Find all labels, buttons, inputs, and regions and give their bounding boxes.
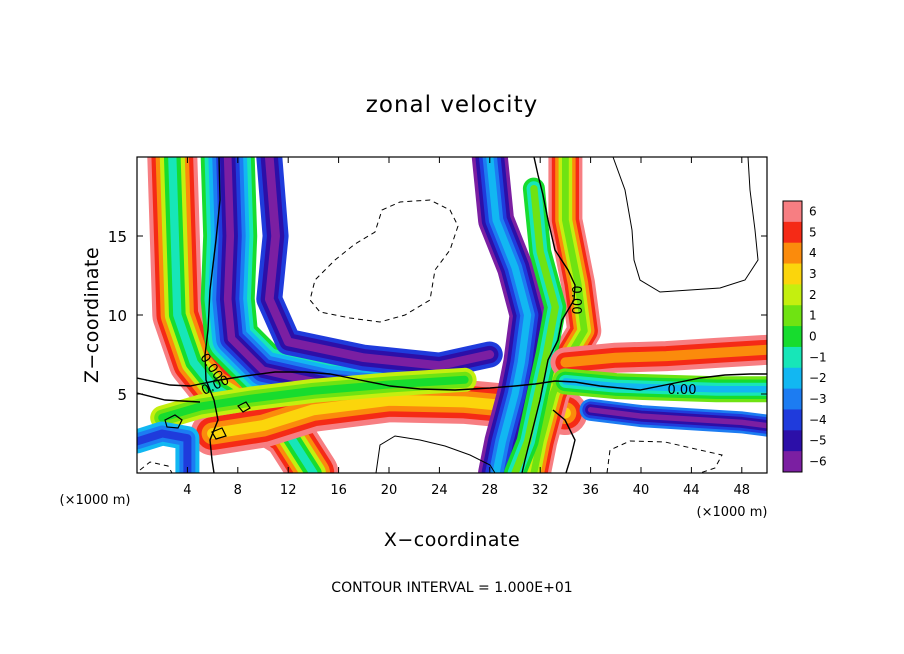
- x-axis-label: X−coordinate: [384, 529, 520, 551]
- x-tick-label: 16: [330, 483, 347, 498]
- velocity-field: [137, 157, 767, 473]
- colorbar-tick-label: −3: [809, 392, 827, 406]
- colorbar-swatch: [783, 388, 802, 410]
- colorbar-swatch: [783, 326, 802, 348]
- colorbar-tick-label: 5: [809, 225, 817, 239]
- colorbar-tick-label: −4: [809, 413, 827, 427]
- colorbar-tick-label: 3: [809, 267, 817, 281]
- zero-contour-right-column: [521, 157, 576, 473]
- colorbar-swatch: [783, 305, 802, 327]
- thin-contour-right: [612, 157, 759, 293]
- colorbar-swatch: [783, 221, 802, 244]
- right-cold-column: [486, 157, 532, 473]
- x-tick-label: 28: [482, 483, 499, 498]
- x-tick-label: 40: [633, 483, 650, 498]
- x-tick-label: 20: [381, 483, 398, 498]
- colorbar-tick-label: −5: [809, 434, 827, 448]
- x-tick-label: 32: [532, 483, 549, 498]
- y-tick-label: 5: [117, 386, 127, 404]
- x-axis-unit: (×1000 m): [60, 493, 131, 508]
- x-tick-label: 44: [683, 483, 700, 498]
- lower-left-cold: [137, 429, 192, 473]
- small-closed-contour-3: [211, 427, 227, 440]
- colorbar-swatch: [783, 201, 802, 223]
- zero-contour-loop: [552, 409, 576, 473]
- colorbar-frame: [782, 200, 803, 473]
- x-tick-label: 24: [431, 483, 448, 498]
- colorbar-swatch: [783, 242, 802, 264]
- x-tick-label: 4: [183, 483, 191, 498]
- y-axis-ticks: [137, 235, 767, 395]
- contour-interval-note: CONTOUR INTERVAL = 1.000E+01: [331, 580, 572, 596]
- contour-label: 0.00: [668, 383, 697, 398]
- colorbar-swatch: [783, 367, 802, 390]
- colorbar-swatch: [783, 451, 802, 473]
- plot-area: 0.00 0.00 0.00 0.00: [136, 156, 768, 474]
- chart-title: zonal velocity: [366, 92, 538, 118]
- colorbar-tick-label: 2: [809, 288, 817, 302]
- zero-contour-lower: [137, 371, 767, 391]
- colorbar-tick-label: 0: [809, 330, 817, 344]
- x-tick-label: 36: [582, 483, 599, 498]
- colorbar-swatch: [783, 263, 802, 285]
- x-tick-label: 8: [234, 483, 242, 498]
- contour-label: 0.00: [568, 286, 583, 315]
- colorbar-swatch: [783, 284, 802, 306]
- lower-green-band: [158, 375, 469, 422]
- right-green-band: [562, 378, 767, 393]
- colorbar-swatch: [783, 430, 802, 452]
- dashed-contour-center: [309, 199, 459, 323]
- colorbar-swatch: [783, 409, 802, 431]
- x-tick-label: 48: [734, 483, 751, 498]
- y-tick-label: 15: [108, 228, 127, 246]
- small-closed-contour-1: [164, 414, 183, 429]
- right-green-column: [511, 184, 559, 473]
- colorbar-tick-label: 4: [809, 246, 817, 260]
- y-axis-label: Z−coordinate: [81, 247, 103, 383]
- x-axis-ticks: [186, 157, 743, 473]
- zero-contour-left: [204, 157, 221, 473]
- colorbar: 6 5 4 3 2 1 0 −1 −2 −3 −4 −5 −6: [782, 200, 827, 473]
- zero-contour-upper: [137, 392, 201, 403]
- thin-contour-bottom: [375, 435, 496, 473]
- colorbar-tick-label: 6: [809, 204, 817, 218]
- contour-lines: [137, 157, 767, 473]
- right-cold-band: [587, 407, 767, 429]
- colorbar-swatch: [783, 346, 802, 369]
- x-tick-label: 12: [280, 483, 297, 498]
- upper-cold-edge: [264, 157, 495, 370]
- small-closed-contour-2: [237, 401, 251, 413]
- colorbar-tick-label: 1: [809, 309, 817, 323]
- dashed-contour-bottom-left: [139, 461, 173, 473]
- colorbar-tick-label: −2: [809, 371, 827, 385]
- y-axis-unit: (×1000 m): [697, 505, 768, 520]
- colorbar-tick-label: −6: [809, 455, 827, 469]
- right-warm-band: [560, 344, 767, 368]
- y-tick-label: 10: [108, 307, 127, 325]
- colorbar-tick-label: −1: [809, 350, 827, 364]
